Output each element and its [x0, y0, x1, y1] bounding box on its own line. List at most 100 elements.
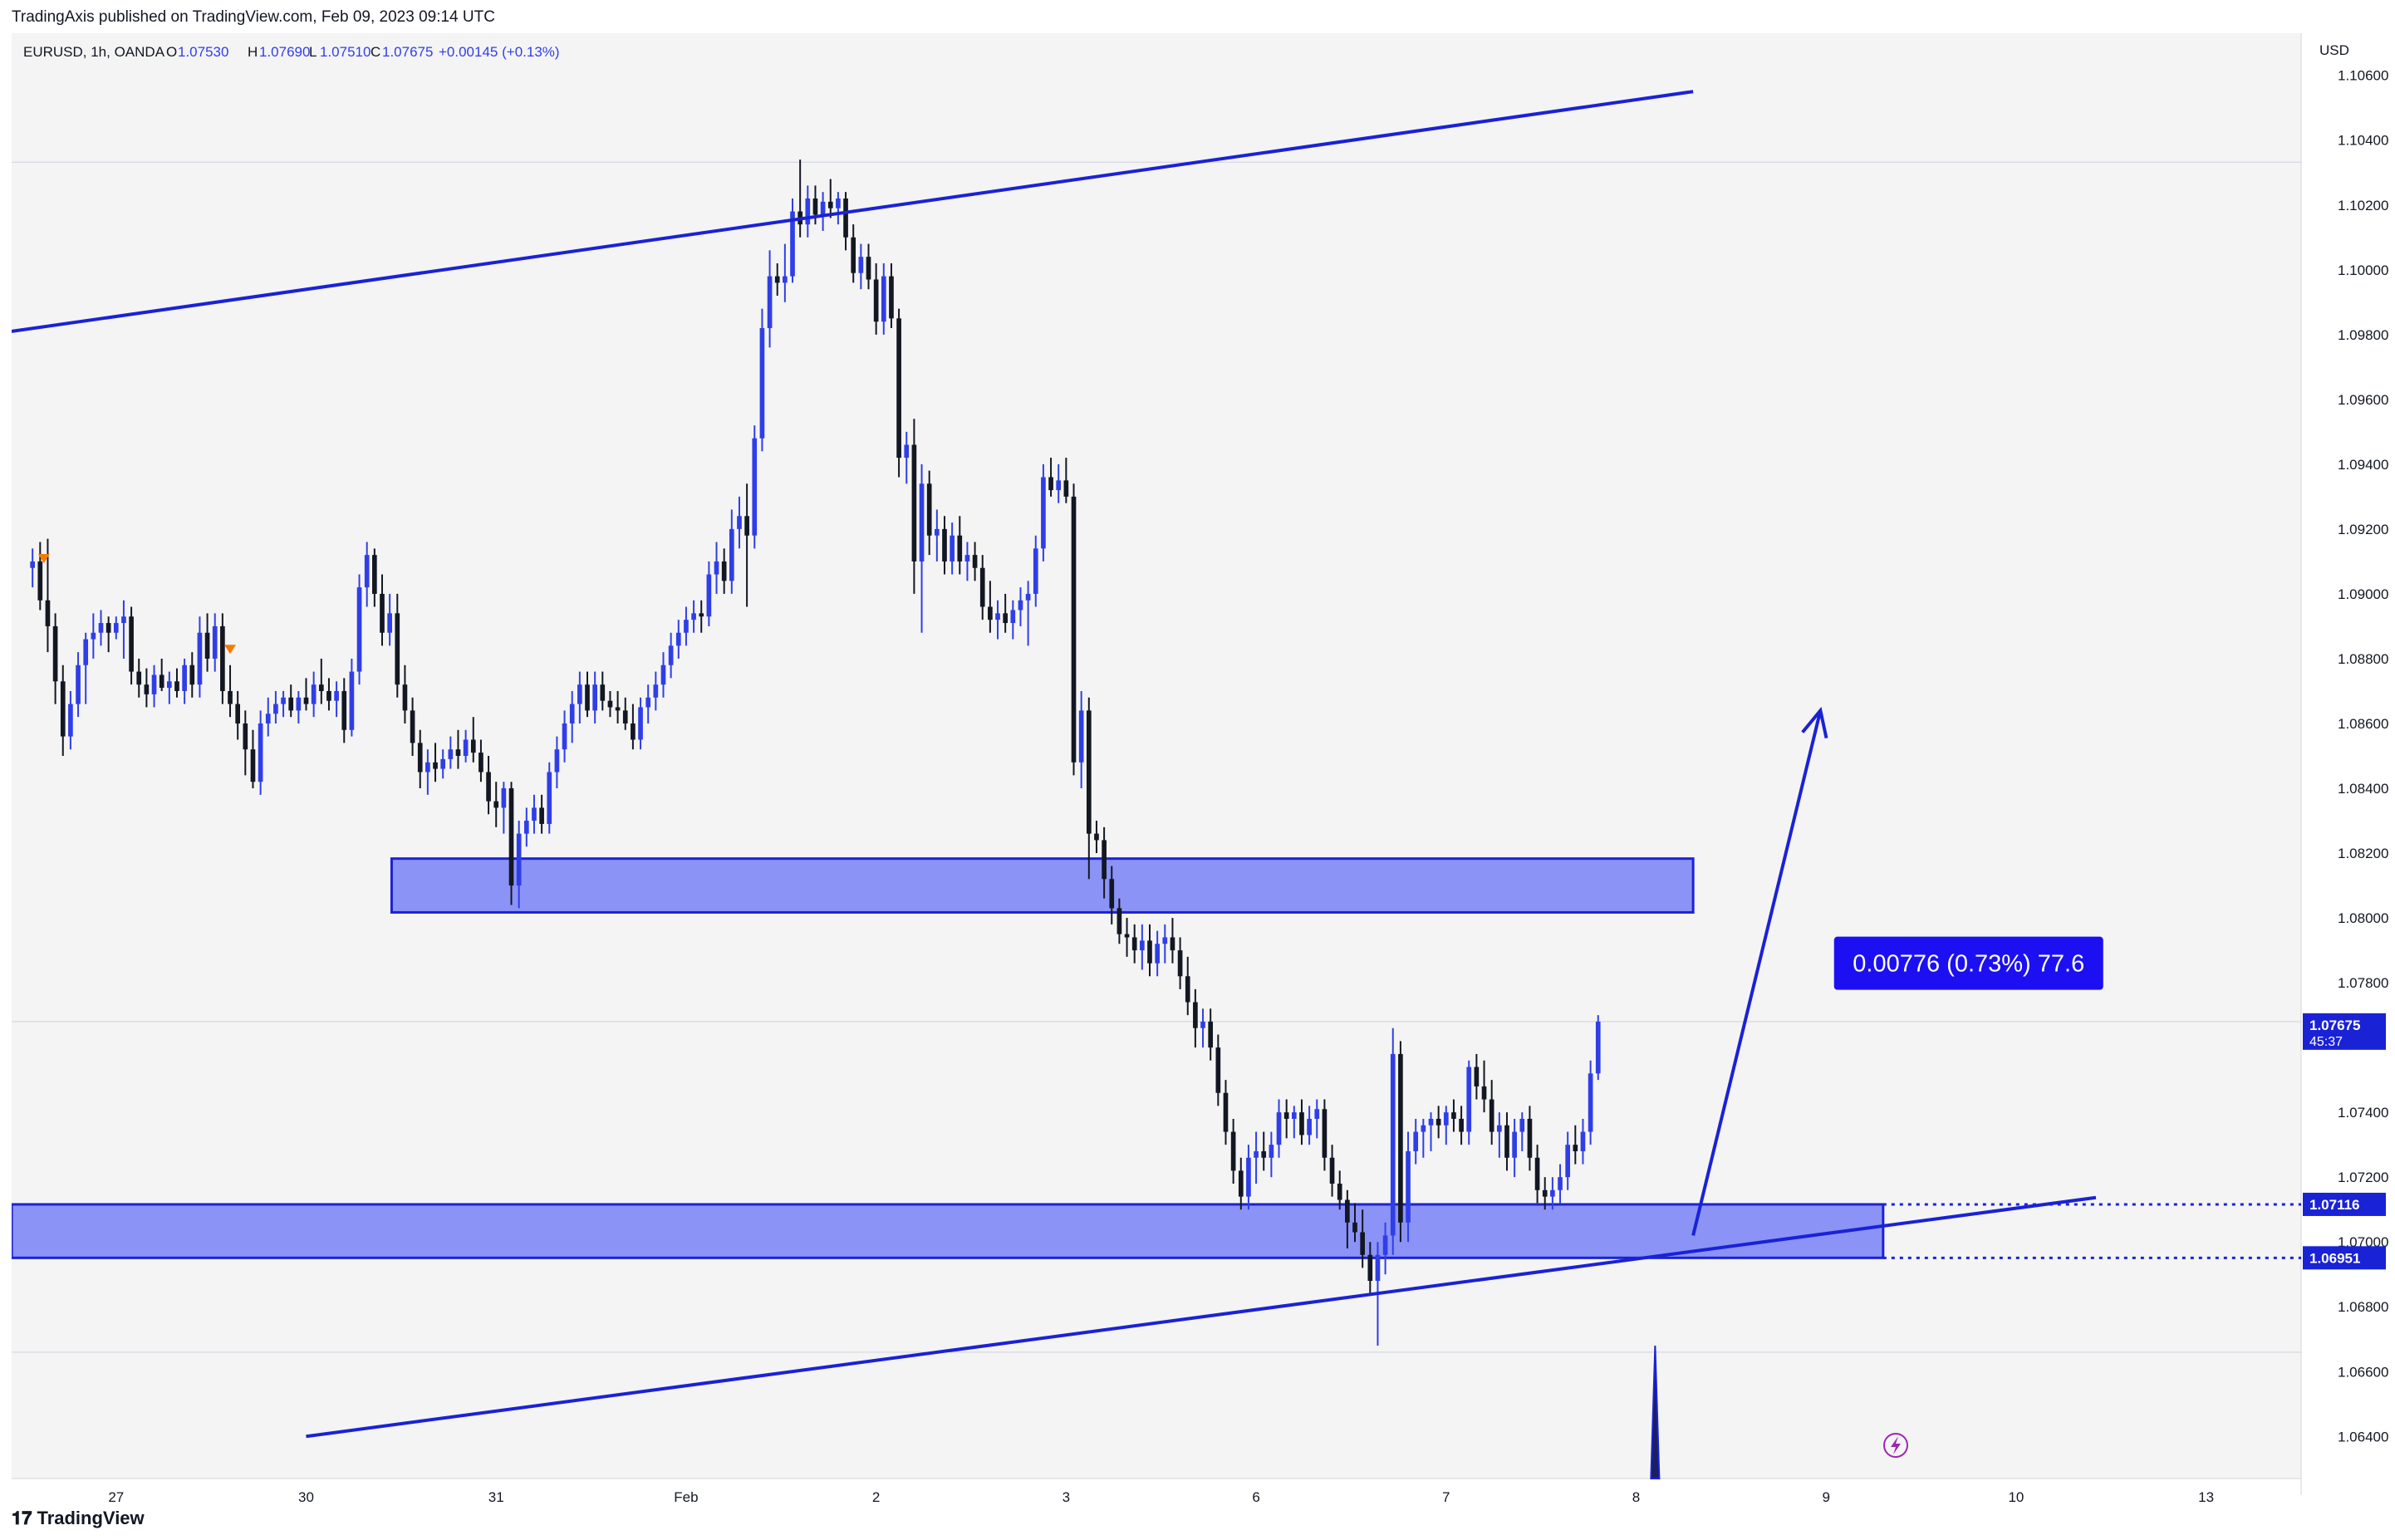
x-tick-4: 2	[872, 1489, 880, 1505]
candle-body-184	[1428, 1118, 1434, 1126]
y-tick-0: 1.10600	[2338, 68, 2388, 84]
replay-lightning-icon[interactable]	[1883, 1433, 1908, 1458]
candle-body-151	[1177, 950, 1183, 977]
candle-body-69	[554, 749, 560, 772]
candle-body-201	[1558, 1177, 1563, 1190]
candle-body-126	[988, 606, 993, 620]
candle-body-177	[1375, 1254, 1381, 1282]
demand-supply-zones[interactable]	[10, 857, 2301, 1259]
candle-body-42	[349, 671, 355, 730]
channel-top-line[interactable]	[11, 90, 1694, 333]
price-axis-background	[2301, 33, 2395, 1479]
candle-body-140	[1094, 833, 1099, 841]
candle-body-206	[1595, 1021, 1601, 1074]
candle-body-131	[1025, 593, 1031, 601]
candle-body-36	[303, 697, 309, 704]
candle-body-8	[91, 632, 96, 640]
candle-body-146	[1140, 940, 1145, 951]
candle-body-152	[1185, 976, 1190, 1003]
y-tick-10: 1.08600	[2338, 716, 2388, 732]
candle-body-20	[182, 665, 187, 691]
chart-area[interactable]: EURUSD, 1h, OANDA O 1.07530 H 1.07690 L …	[10, 33, 2395, 1528]
candle-body-96	[759, 328, 765, 439]
candle-body-138	[1078, 710, 1084, 763]
candle-body-156	[1215, 1047, 1221, 1093]
candle-body-113	[889, 276, 894, 319]
candle-body-46	[380, 593, 385, 633]
y-tick-13: 1.08000	[2338, 910, 2388, 926]
candle-body-30	[258, 723, 263, 782]
candle-body-176	[1367, 1254, 1373, 1282]
candle-body-204	[1580, 1131, 1586, 1151]
candle-body-137	[1071, 496, 1077, 763]
y-tick-2: 1.10200	[2338, 198, 2388, 213]
candle-body-6	[76, 665, 81, 704]
candle-body-52	[425, 762, 430, 772]
x-tick-10: 10	[2008, 1489, 2024, 1505]
y-tick-3: 1.10000	[2338, 262, 2388, 278]
x-tick-7: 7	[1442, 1489, 1450, 1505]
candle-body-94	[744, 516, 749, 536]
price-axis-ticks: 1.10600 1.10400 1.10200 1.10000 1.09800 1.096…	[2338, 68, 2388, 1445]
candle-body-18	[166, 681, 172, 689]
candle-body-82	[653, 684, 659, 698]
candle-body-181	[1406, 1150, 1411, 1223]
zone-1[interactable]	[10, 1203, 1885, 1259]
ohlc-open-value: 1.07530	[178, 44, 228, 60]
price-tag-box-1	[2303, 1192, 2386, 1216]
projection-arrow-line[interactable]	[1691, 709, 1823, 1236]
candle-body-84	[668, 645, 674, 665]
y-tick-1: 1.10400	[2338, 133, 2388, 149]
candle-body-66	[532, 807, 537, 821]
candle-body-22	[197, 632, 203, 685]
ohlc-close-value: 1.07675	[382, 44, 433, 60]
candle-body-87	[691, 613, 696, 620]
measure-tool[interactable]: 0.00776 (0.73%) 77.6	[1833, 936, 2103, 990]
candle-body-57	[463, 739, 469, 756]
measure-box[interactable]	[1833, 936, 2103, 990]
channel-bottom-line[interactable]	[306, 1195, 2097, 1439]
candle-body-59	[479, 753, 483, 772]
candle-body-92	[729, 528, 734, 581]
candle-body-124	[972, 555, 978, 568]
candle-body-76	[607, 700, 613, 708]
candle-body-104	[820, 201, 826, 215]
candle-body-194	[1504, 1125, 1509, 1158]
symbol-label: EURUSD, 1h, OANDA	[23, 44, 165, 60]
candle-body-86	[684, 620, 689, 633]
candle-body-19	[174, 681, 179, 691]
candle-body-189	[1466, 1067, 1472, 1132]
candle-body-192	[1489, 1099, 1494, 1132]
candle-body-77	[615, 707, 621, 711]
candle-body-130	[1018, 600, 1023, 611]
candle-body-141	[1102, 840, 1107, 880]
candle-body-111	[873, 279, 879, 322]
candle-body-81	[645, 697, 651, 708]
candle-body-185	[1436, 1118, 1441, 1126]
candle-body-67	[539, 807, 544, 824]
candle-body-168	[1307, 1118, 1312, 1135]
candle-body-149	[1162, 937, 1168, 944]
candle-body-142	[1109, 879, 1115, 909]
candle-body-159	[1238, 1170, 1244, 1197]
candle-body-71	[569, 704, 575, 723]
candle-body-61	[493, 801, 499, 808]
candle-body-4	[60, 681, 66, 737]
candle-body-108	[851, 237, 856, 273]
candle-body-12	[121, 616, 126, 624]
candle-body-27	[235, 704, 241, 723]
candle-body-91	[721, 561, 727, 581]
currency-label: USD	[2319, 42, 2349, 58]
candle-body-49	[402, 684, 408, 711]
candle-body-197	[1527, 1118, 1533, 1158]
candle-body-60	[486, 772, 491, 802]
candle-body-136	[1063, 480, 1069, 497]
y-tick-11: 1.08400	[2338, 781, 2388, 797]
trend-lines[interactable]	[11, 90, 2097, 1479]
zone-0[interactable]	[390, 857, 1695, 914]
candle-body-73	[585, 684, 590, 711]
candle-body-112	[881, 276, 886, 322]
candlestick-chart[interactable]: EURUSD, 1h, OANDA O 1.07530 H 1.07690 L …	[10, 33, 2395, 1528]
candle-body-85	[675, 632, 681, 646]
y-tick-19: 1.06600	[2338, 1364, 2388, 1380]
